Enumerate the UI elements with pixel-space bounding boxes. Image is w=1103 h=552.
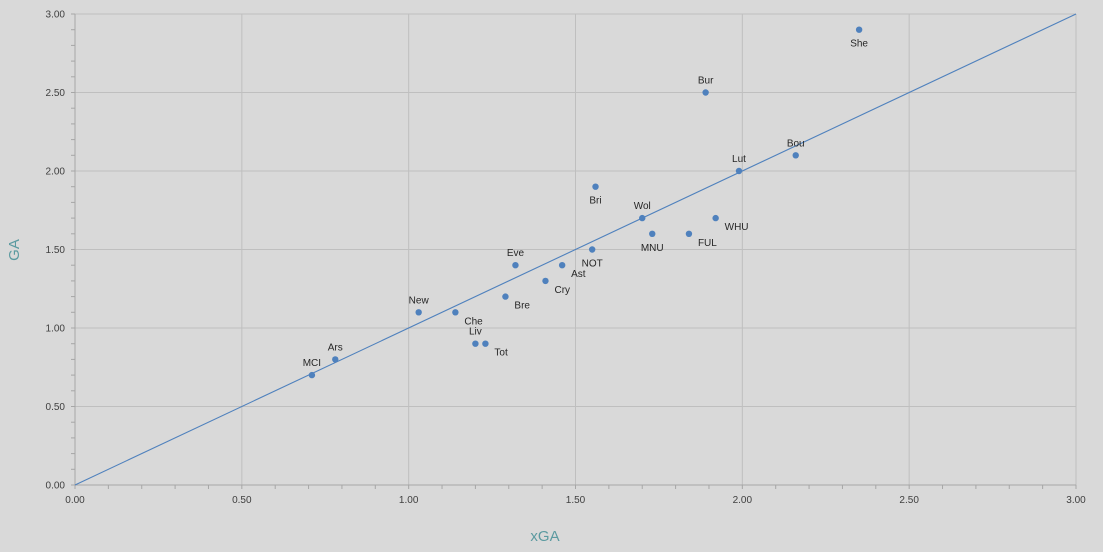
x-tick-label: 1.50 bbox=[566, 495, 586, 506]
axes: 0.00 0.50 1.00 1.50 2.00 2.50 3.00 0.00 0.50 1.00… bbox=[46, 10, 1087, 507]
data-point bbox=[685, 230, 693, 237]
point-label: Ars bbox=[328, 342, 343, 353]
data-point bbox=[792, 152, 799, 159]
x-tick-label: 3.00 bbox=[1066, 495, 1086, 506]
x-axis-title: xGA bbox=[530, 528, 559, 545]
y-tick-label: 3.00 bbox=[46, 10, 66, 21]
point-label: Cry bbox=[554, 285, 570, 296]
data-point bbox=[482, 340, 489, 347]
point-label: She bbox=[850, 39, 868, 50]
point-label: Bri bbox=[589, 196, 601, 207]
point-label: NOT bbox=[582, 259, 603, 270]
point-label: FUL bbox=[698, 238, 717, 249]
x-tick-label: 1.00 bbox=[399, 495, 419, 506]
point-label: Lut bbox=[732, 154, 746, 165]
data-point bbox=[712, 214, 719, 222]
data-point bbox=[588, 246, 596, 253]
y-tick-label: 1.50 bbox=[46, 245, 66, 256]
reference-line bbox=[74, 13, 1077, 486]
y-tick-label: 2.50 bbox=[46, 88, 66, 99]
data-point bbox=[649, 230, 656, 237]
y-axis-title: GA bbox=[6, 239, 23, 261]
y-tick-label: 2.00 bbox=[46, 167, 66, 178]
point-label: MCI bbox=[303, 358, 321, 369]
point-label: Wol bbox=[634, 201, 651, 212]
y-tick-label: 0.00 bbox=[46, 481, 66, 492]
x-tick-label: 0.50 bbox=[232, 495, 252, 506]
x-tick-label: 2.00 bbox=[733, 495, 753, 506]
point-label: Tot bbox=[494, 348, 508, 359]
data-point bbox=[735, 167, 743, 175]
y-tick-label: 0.50 bbox=[46, 402, 66, 413]
data-point bbox=[512, 262, 519, 269]
point-label: Liv bbox=[469, 327, 482, 338]
point-label: Eve bbox=[507, 248, 525, 259]
data-point bbox=[472, 340, 479, 347]
data-point bbox=[542, 277, 549, 285]
point-label: Bre bbox=[514, 301, 530, 312]
data-point bbox=[415, 309, 422, 316]
data-point bbox=[592, 183, 599, 190]
x-tick-label: 0.00 bbox=[65, 495, 85, 506]
y-tick-label: 1.00 bbox=[46, 324, 66, 335]
point-label: Che bbox=[464, 316, 483, 327]
data-point bbox=[332, 356, 339, 363]
point-label: Ast bbox=[571, 269, 586, 280]
point-label: MNU bbox=[641, 243, 664, 254]
data-point bbox=[855, 26, 863, 33]
point-label: Bur bbox=[698, 76, 714, 87]
data-point bbox=[702, 89, 709, 96]
data-points bbox=[308, 26, 863, 379]
point-label: WHU bbox=[725, 222, 749, 233]
point-label: Bou bbox=[787, 138, 805, 149]
point-label: New bbox=[409, 295, 430, 306]
data-point bbox=[639, 214, 646, 222]
data-point bbox=[558, 262, 566, 269]
data-point bbox=[308, 371, 316, 379]
data-point bbox=[452, 309, 459, 316]
reference-line-group bbox=[74, 13, 1077, 486]
x-tick-label: 2.50 bbox=[899, 495, 919, 506]
data-point bbox=[502, 293, 509, 300]
